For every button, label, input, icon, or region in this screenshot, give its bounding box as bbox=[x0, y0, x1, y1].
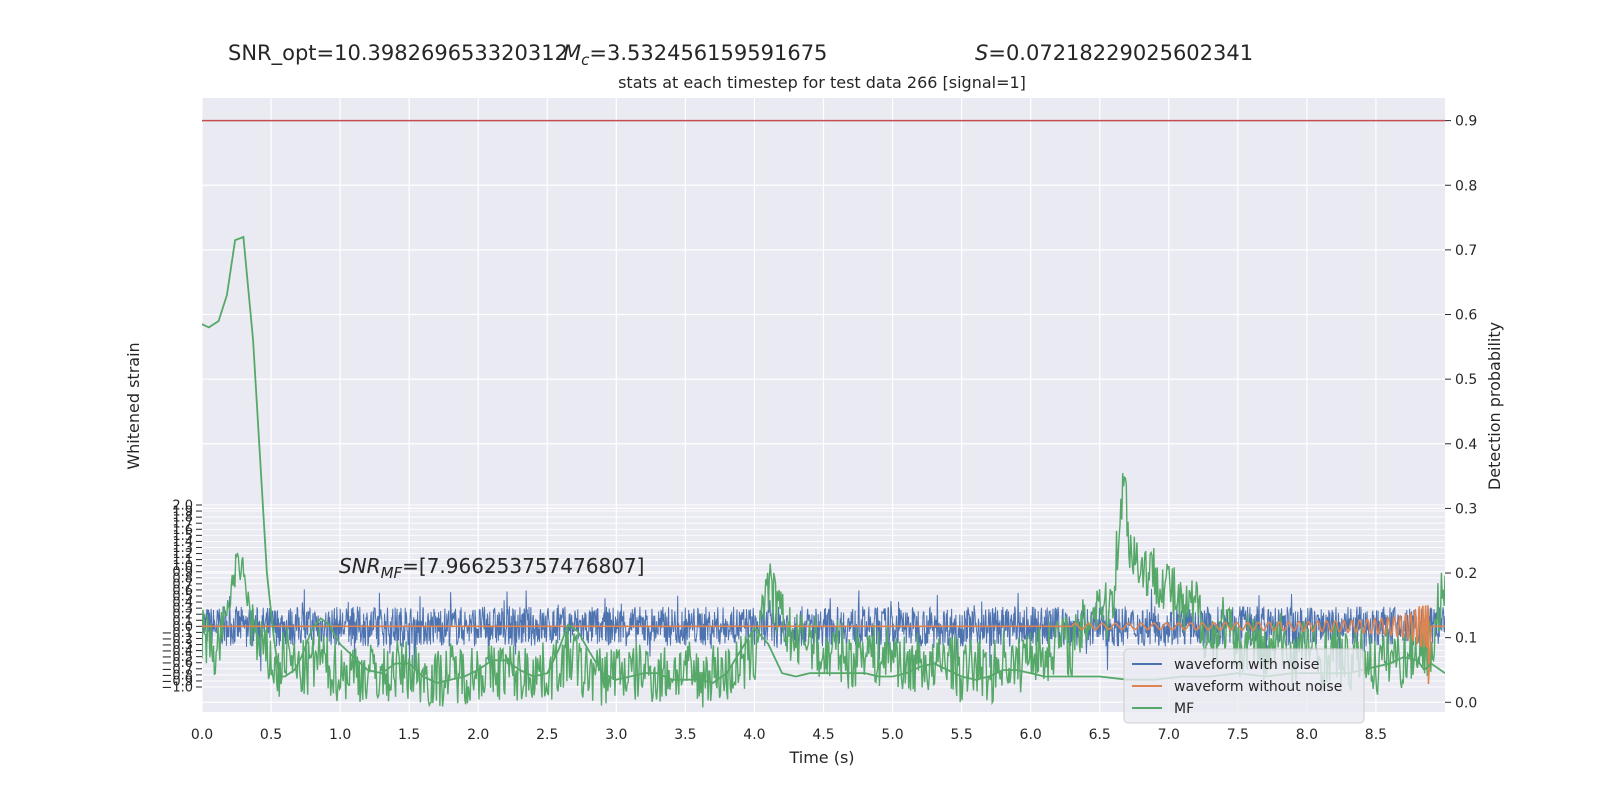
left-tick-label: 0.7 bbox=[172, 577, 193, 592]
right-tick-label: 0.4 bbox=[1455, 437, 1477, 453]
x-tick-label: 2.5 bbox=[536, 727, 558, 743]
left-tick-label: 0.1 bbox=[172, 614, 193, 629]
left-tick-label: 0.4 bbox=[172, 596, 193, 611]
s-stat-value: =0.07218229025602341 bbox=[988, 41, 1253, 65]
left-ticks: −1.0−0.9−0.8−0.7−0.6−0.5−0.4−0.3−0.2−0.1… bbox=[161, 499, 202, 696]
x-tick-label: 0.5 bbox=[260, 727, 282, 743]
x-tick-label: 4.5 bbox=[812, 727, 834, 743]
left-tick-label: −0.5 bbox=[161, 650, 193, 665]
right-tick-label: 0.6 bbox=[1455, 308, 1477, 324]
legend-label-mf: MF bbox=[1174, 701, 1194, 717]
legend-label-clean: waveform without noise bbox=[1174, 679, 1342, 695]
x-axis-label: Time (s) bbox=[788, 748, 854, 767]
right-tick-label: 0.3 bbox=[1455, 501, 1477, 517]
left-tick-label: 1.8 bbox=[172, 511, 193, 526]
left-tick-label: 1.6 bbox=[172, 523, 193, 538]
left-tick-label: 1.3 bbox=[172, 541, 193, 556]
s-stat-symbol: S bbox=[975, 41, 988, 65]
x-tick-label: 7.0 bbox=[1158, 727, 1180, 743]
x-tick-label: 1.0 bbox=[329, 727, 351, 743]
x-tick-label: 5.0 bbox=[881, 727, 903, 743]
right-tick-label: 0.9 bbox=[1455, 114, 1477, 130]
right-tick-label: 0.1 bbox=[1455, 631, 1477, 647]
chirp-mass-subscript: c bbox=[581, 51, 590, 69]
legend: waveform with noise waveform without noi… bbox=[1123, 648, 1365, 724]
snr-mf-symbol: SNR bbox=[339, 554, 381, 578]
right-axis-label: Detection probability bbox=[1485, 322, 1504, 490]
x-ticks: 0.0 0.5 1.0 1.5 2.0 2.5 3.0 3.5 4.0 4.5 5.0 5.5 6.0 6… bbox=[191, 727, 1387, 743]
legend-box bbox=[1123, 648, 1365, 724]
right-tick-label: 0.5 bbox=[1455, 372, 1477, 388]
left-tick-label: −0.3 bbox=[161, 638, 193, 653]
left-tick-label: 1.4 bbox=[172, 535, 193, 550]
right-tick-label: 0.0 bbox=[1455, 695, 1477, 711]
chirp-mass-symbol: M bbox=[563, 41, 581, 65]
right-ticks: 0.0 0.1 0.2 0.3 0.4 0.5 0.6 0.7 0.8 0.9 bbox=[1445, 114, 1477, 711]
mf-line bbox=[202, 472, 1445, 708]
x-tick-label: 8.5 bbox=[1365, 727, 1387, 743]
left-tick-label: 0.3 bbox=[172, 602, 193, 617]
left-tick-label: 0.5 bbox=[172, 590, 193, 605]
x-tick-label: 6.5 bbox=[1089, 727, 1111, 743]
left-tick-label: −0.8 bbox=[161, 668, 193, 683]
snr-mf-value: =[7.966253757476807] bbox=[402, 554, 644, 578]
x-tick-label: 2.0 bbox=[467, 727, 489, 743]
x-tick-label: 7.5 bbox=[1227, 727, 1249, 743]
left-tick-label: 1.0 bbox=[172, 559, 193, 574]
left-tick-label: 0.2 bbox=[172, 608, 193, 623]
right-tick-label: 0.7 bbox=[1455, 243, 1477, 259]
left-tick-label: 0.9 bbox=[172, 565, 193, 580]
left-tick-label: 1.9 bbox=[172, 505, 193, 520]
left-tick-label: −0.2 bbox=[161, 632, 193, 647]
left-tick-label: −0.6 bbox=[161, 656, 193, 671]
chirp-mass-value: =3.532456159591675 bbox=[589, 41, 827, 65]
x-tick-label: 3.0 bbox=[605, 727, 627, 743]
chart-title: stats at each timestep for test data 266… bbox=[618, 73, 1026, 92]
snr-opt-label: SNR_opt=10.398269653320312 bbox=[228, 41, 568, 66]
left-tick-label: 1.1 bbox=[172, 553, 193, 568]
left-tick-label: −0.4 bbox=[161, 644, 193, 659]
left-tick-label: 1.2 bbox=[172, 547, 193, 562]
left-axis-label: Whitened strain bbox=[124, 342, 143, 469]
x-tick-label: 4.0 bbox=[743, 727, 765, 743]
x-tick-label: 5.5 bbox=[950, 727, 972, 743]
snr-mf-subscript: MF bbox=[381, 564, 403, 582]
waveform-without-noise-line bbox=[202, 605, 1445, 685]
chirp-mass-label: Mc=3.532456159591675 bbox=[563, 41, 827, 69]
left-tick-label: 0.8 bbox=[172, 571, 193, 586]
x-tick-label: 0.0 bbox=[191, 727, 213, 743]
x-tick-label: 8.0 bbox=[1296, 727, 1318, 743]
legend-label-noise: waveform with noise bbox=[1174, 657, 1319, 673]
s-stat-label: S=0.07218229025602341 bbox=[975, 41, 1253, 65]
left-tick-label: 0.0 bbox=[172, 620, 193, 635]
x-tick-label: 1.5 bbox=[398, 727, 420, 743]
left-tick-label: 0.6 bbox=[172, 583, 193, 598]
right-tick-label: 0.8 bbox=[1455, 178, 1477, 194]
left-tick-label: −0.9 bbox=[161, 674, 193, 689]
x-tick-label: 6.0 bbox=[1020, 727, 1042, 743]
left-tick-label: −0.7 bbox=[161, 662, 193, 677]
right-tick-label: 0.2 bbox=[1455, 566, 1477, 582]
snr-mf-annotation: SNRMF=[7.966253757476807] bbox=[339, 554, 644, 582]
left-tick-label: −0.1 bbox=[161, 626, 193, 641]
left-tick-label: −1.0 bbox=[161, 681, 193, 696]
left-tick-label: 1.7 bbox=[172, 517, 193, 532]
x-tick-label: 3.5 bbox=[674, 727, 696, 743]
left-tick-label: 1.5 bbox=[172, 529, 193, 544]
left-tick-label: 2.0 bbox=[172, 499, 193, 514]
